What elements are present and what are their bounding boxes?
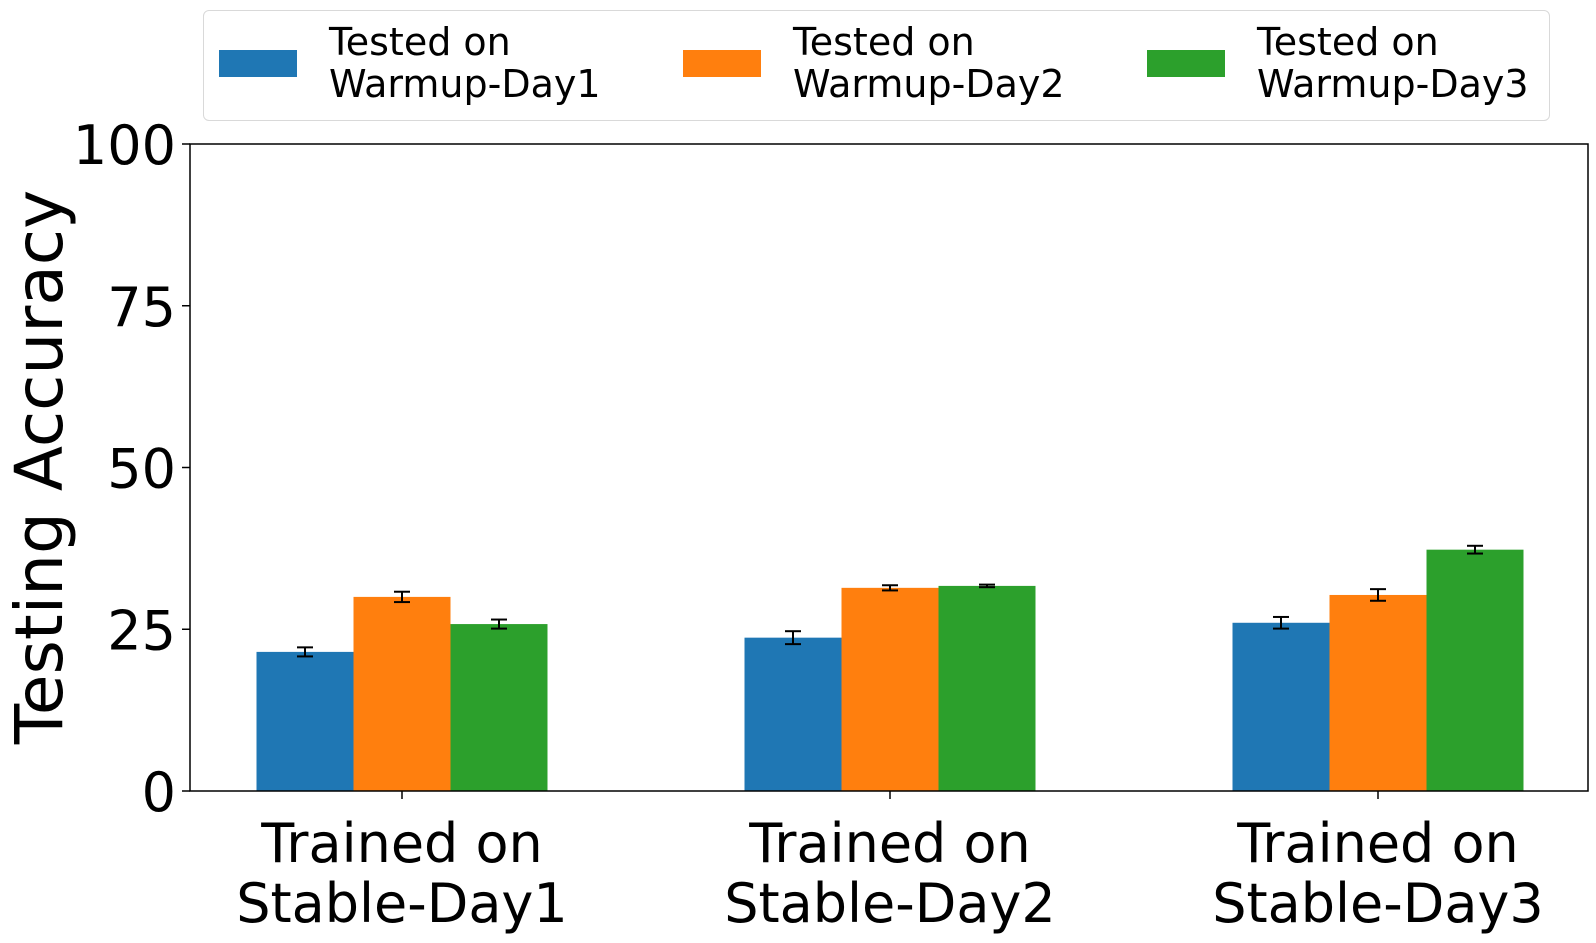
- legend-label: Tested on Warmup-Day1: [329, 20, 601, 106]
- bar-series1-cat2: [744, 637, 842, 791]
- bars-group: [256, 549, 1524, 791]
- y-axis-ticks: 0 25 50 75 100: [73, 114, 190, 824]
- error-bar-series3-cat1: [491, 618, 507, 630]
- legend-item-series3: Tested on Warmup-Day3: [1147, 21, 1529, 105]
- x-tick-label: Trained on Stable-Day3: [1212, 812, 1544, 935]
- y-tick-label: 50: [107, 438, 176, 501]
- error-bar-series2-cat2: [882, 584, 898, 592]
- bar-series3-cat2: [938, 585, 1036, 791]
- bar-series1-cat1: [256, 651, 354, 791]
- y-tick-label: 100: [73, 114, 176, 177]
- bar-series2-cat3: [1329, 594, 1427, 791]
- bar-series3-cat1: [450, 624, 548, 791]
- bar-series1-cat3: [1232, 622, 1330, 791]
- error-bar-series1-cat2: [785, 630, 801, 646]
- x-tick-label: Trained on Stable-Day1: [236, 812, 568, 935]
- x-tick-label: Trained on Stable-Day2: [724, 812, 1056, 935]
- error-bar-series2-cat3: [1370, 588, 1386, 602]
- legend-swatch: [219, 49, 297, 77]
- error-bar-series2-cat1: [394, 590, 410, 604]
- x-axis-ticks: Trained on Stable-Day1 Trained on Stable-Da…: [236, 791, 1544, 935]
- y-axis-label: Testing Accuracy: [1, 190, 78, 745]
- legend-label: Tested on Warmup-Day3: [1257, 20, 1529, 106]
- legend-item-series1: Tested on Warmup-Day1: [219, 21, 601, 105]
- y-tick-label: 0: [142, 761, 176, 824]
- legend-item-series2: Tested on Warmup-Day2: [683, 21, 1065, 105]
- legend-label: Tested on Warmup-Day2: [793, 20, 1065, 106]
- y-tick-label: 25: [107, 599, 176, 662]
- error-bar-series1-cat3: [1273, 615, 1289, 630]
- legend-swatch: [1147, 49, 1225, 77]
- legend: Tested on Warmup-Day1 Tested on Warmup-Da…: [203, 10, 1550, 121]
- y-tick-label: 75: [107, 276, 176, 339]
- error-bar-series1-cat1: [297, 646, 313, 658]
- bar-series2-cat2: [841, 587, 939, 791]
- error-bar-series3-cat3: [1467, 544, 1483, 555]
- bar-series2-cat1: [353, 596, 451, 791]
- error-bars-group: [297, 544, 1483, 658]
- bar-series3-cat3: [1426, 549, 1524, 791]
- error-bar-series3-cat2: [979, 583, 995, 589]
- legend-swatch: [683, 49, 761, 77]
